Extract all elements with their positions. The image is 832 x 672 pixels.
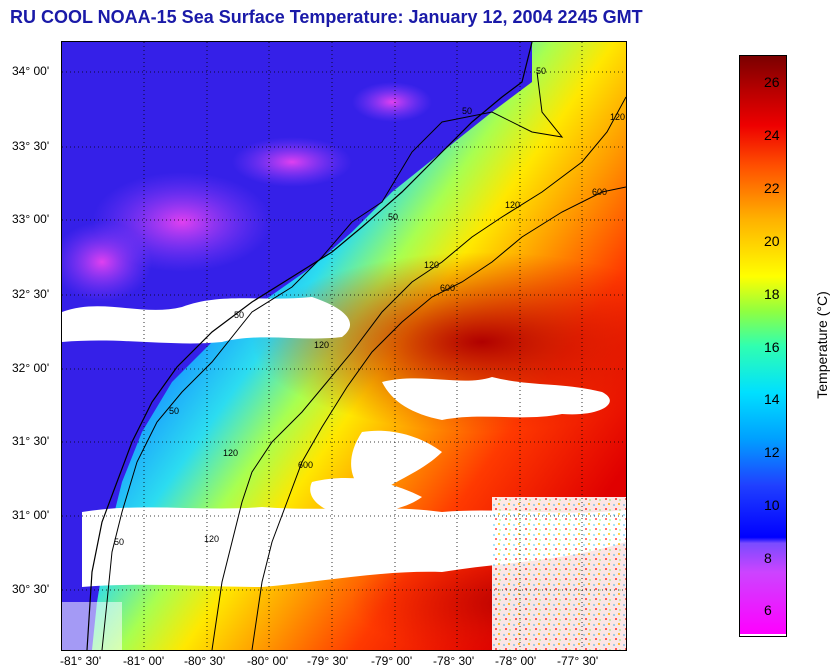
lat-label: 33° 30'	[12, 139, 50, 153]
lat-label: 32° 00'	[12, 361, 50, 375]
lon-label: -80° 30'	[184, 654, 226, 668]
isobath-label: 50	[536, 66, 546, 76]
colorbar-tick: 16	[764, 339, 780, 355]
sst-map: 50 50 50 50 50 50 120 120 120 120 120 12…	[52, 41, 712, 662]
colorbar-tick: 14	[764, 391, 780, 407]
colorbar-label: Temperature (°C)	[814, 291, 830, 399]
lon-label: -78° 00'	[495, 654, 537, 668]
lon-label: -79° 00'	[371, 654, 413, 668]
sst-image: 50 50 50 50 50 50 120 120 120 120 120 12…	[52, 41, 712, 662]
isobath-label: 120	[424, 260, 439, 270]
isobath-label: 50	[169, 406, 179, 416]
lon-label: -78° 30'	[433, 654, 475, 668]
lon-label: -77° 30'	[557, 654, 599, 668]
lon-label: -81° 30'	[60, 654, 102, 668]
isobath-label: 50	[462, 106, 472, 116]
lon-label: -80° 00'	[247, 654, 289, 668]
colorbar-tick: 20	[764, 233, 780, 249]
colorbar-tick: 6	[764, 602, 772, 618]
colorbar-tick: 18	[764, 286, 780, 302]
colorbar-tick: 26	[764, 74, 780, 90]
map-title: RU COOL NOAA-15 Sea Surface Temperature:…	[10, 7, 643, 27]
isobath-label: 600	[440, 283, 455, 293]
temperature-colorbar	[739, 55, 787, 637]
colorbar-tick: 22	[764, 180, 780, 196]
isobath-label: 120	[223, 448, 238, 458]
lon-label: -79° 30'	[307, 654, 349, 668]
lat-label: 33° 00'	[12, 212, 50, 226]
isobath-label: 600	[592, 187, 607, 197]
isobath-label: 600	[298, 460, 313, 470]
isobath-label: 50	[388, 212, 398, 222]
isobath-labels: 50 50 50 50 50 50 120 120 120 120 120 12…	[114, 66, 625, 547]
isobath-label: 120	[314, 340, 329, 350]
lat-label: 30° 30'	[12, 582, 50, 596]
isobath-label: 50	[234, 310, 244, 320]
colorbar-tick: 10	[764, 497, 780, 513]
lat-label: 31° 00'	[12, 508, 50, 522]
isobath-label: 50	[114, 537, 124, 547]
isobath-label: 120	[505, 200, 520, 210]
colorbar-tick: 8	[764, 550, 772, 566]
isobath-label: 120	[204, 534, 219, 544]
colorbar-tick: 12	[764, 444, 780, 460]
lon-label: -81° 00'	[123, 654, 165, 668]
isobath-label: 120	[610, 112, 625, 122]
lat-label: 32° 30'	[12, 287, 50, 301]
colorbar-tick: 24	[764, 127, 780, 143]
lat-label: 34° 00'	[12, 64, 50, 78]
lat-label: 31° 30'	[12, 434, 50, 448]
